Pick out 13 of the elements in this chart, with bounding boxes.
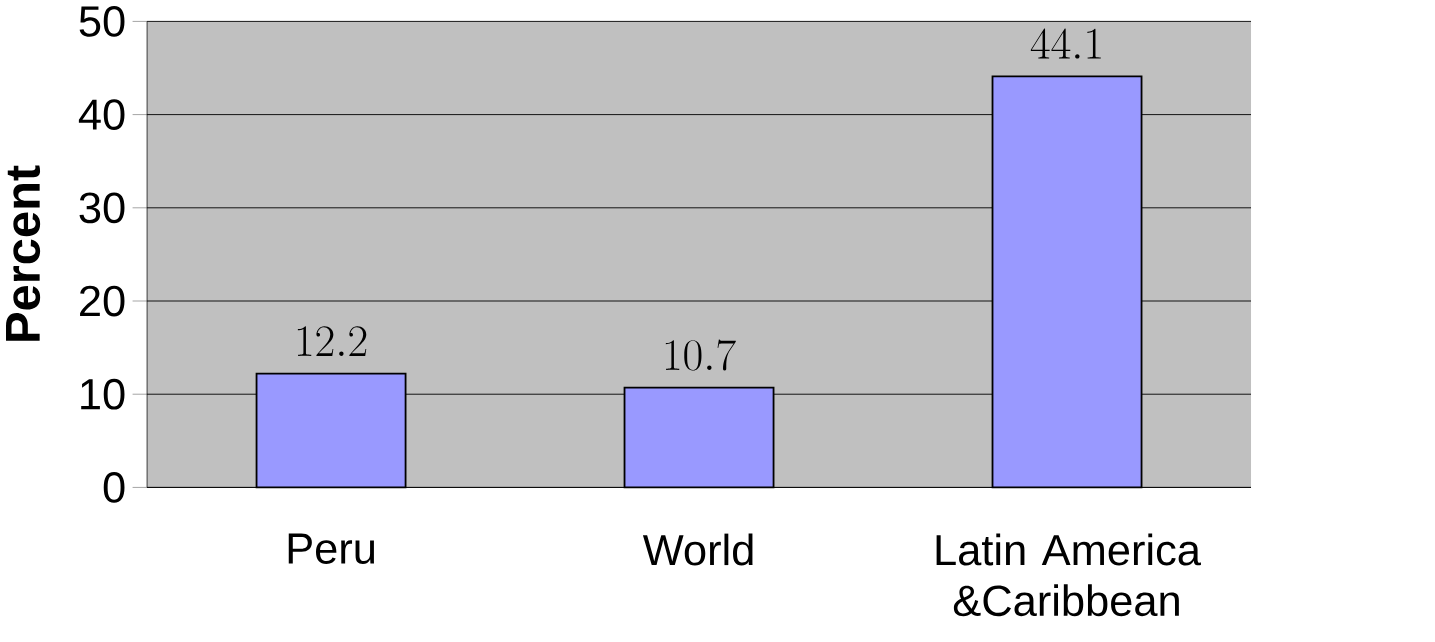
y-tick-label: 0 — [103, 471, 125, 503]
y-tick-label: 50 — [79, 5, 125, 37]
data-label: 44. 1 — [1030, 28, 1101, 59]
data-label: 12.2 — [297, 326, 367, 356]
y-axis-title: Percent — [6, 165, 41, 341]
y-tick-label: 20 — [80, 285, 125, 317]
y-tick-label: 40 — [78, 99, 125, 130]
x-tick-label: Latin America &Caribbean — [936, 533, 1201, 617]
data-label: 10.7 — [665, 339, 736, 371]
y-tick-label: 30 — [79, 192, 125, 224]
x-tick-label: Peru — [288, 533, 375, 564]
x-tick-label: World — [642, 533, 753, 566]
y-tick-label: 10 — [81, 378, 125, 410]
